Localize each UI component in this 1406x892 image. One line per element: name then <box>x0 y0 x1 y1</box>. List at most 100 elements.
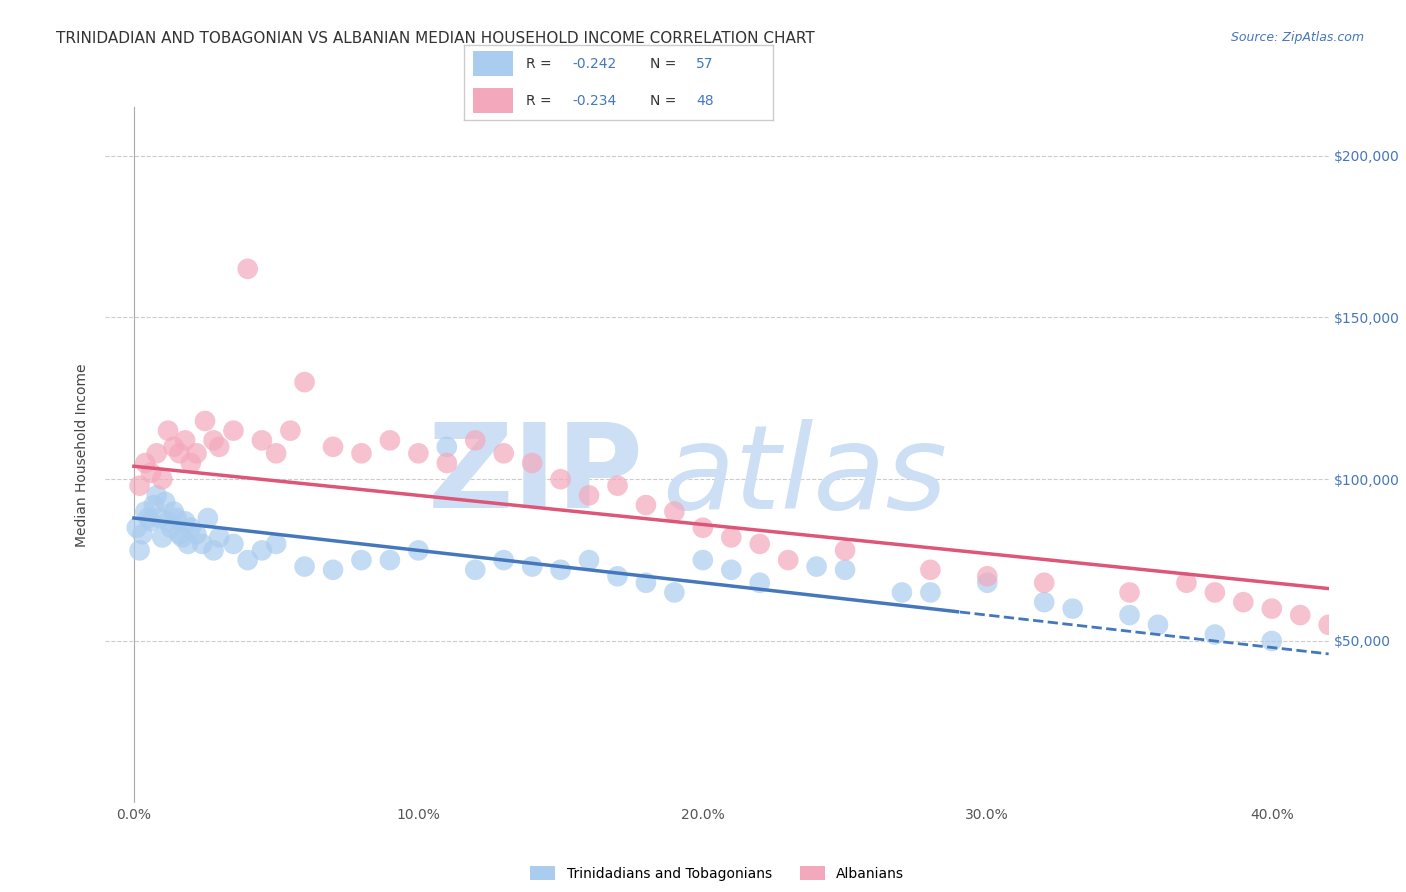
Point <box>408 446 430 460</box>
Point <box>169 446 191 460</box>
Point <box>976 575 998 590</box>
Legend: Trinidadians and Tobagonians, Albanians: Trinidadians and Tobagonians, Albanians <box>524 861 910 887</box>
Point <box>264 446 287 460</box>
Point <box>436 440 458 454</box>
Point <box>139 514 162 528</box>
Point <box>464 563 486 577</box>
Point <box>145 446 167 460</box>
Point <box>1232 595 1254 609</box>
Point <box>163 440 186 454</box>
Point <box>1261 601 1284 615</box>
Text: -0.242: -0.242 <box>572 57 616 71</box>
Point <box>128 478 150 492</box>
Point <box>250 434 273 448</box>
Point <box>294 375 316 389</box>
Point <box>692 553 714 567</box>
Text: N =: N = <box>650 57 681 71</box>
Point <box>153 495 176 509</box>
Point <box>139 466 162 480</box>
Point <box>720 531 742 545</box>
Point <box>1175 575 1198 590</box>
Point <box>131 527 153 541</box>
Text: Source: ZipAtlas.com: Source: ZipAtlas.com <box>1230 31 1364 45</box>
Point <box>492 553 515 567</box>
Point <box>174 434 197 448</box>
Point <box>976 569 998 583</box>
Point <box>408 543 430 558</box>
Point <box>920 585 942 599</box>
Point <box>322 563 344 577</box>
Point <box>150 472 173 486</box>
Point <box>578 553 600 567</box>
Point <box>1033 595 1056 609</box>
Text: -0.234: -0.234 <box>572 94 616 108</box>
Point <box>180 456 202 470</box>
Point <box>350 446 373 460</box>
Text: ZIP: ZIP <box>427 418 644 533</box>
Point <box>520 456 543 470</box>
Point <box>134 504 156 518</box>
Point <box>550 563 572 577</box>
Point <box>891 585 914 599</box>
Point <box>160 521 183 535</box>
Text: TRINIDADIAN AND TOBAGONIAN VS ALBANIAN MEDIAN HOUSEHOLD INCOME CORRELATION CHART: TRINIDADIAN AND TOBAGONIAN VS ALBANIAN M… <box>56 31 815 46</box>
Point <box>191 537 214 551</box>
Point <box>174 514 197 528</box>
Point <box>520 559 543 574</box>
Y-axis label: Median Household Income: Median Household Income <box>76 363 90 547</box>
Point <box>378 553 401 567</box>
Point <box>125 521 148 535</box>
Point <box>664 585 686 599</box>
Point <box>1118 608 1140 623</box>
Point <box>148 511 170 525</box>
Point <box>634 498 657 512</box>
Point <box>834 563 856 577</box>
Point <box>136 511 159 525</box>
Point <box>194 414 217 428</box>
Point <box>606 478 628 492</box>
Bar <box>474 87 513 112</box>
Bar <box>474 52 513 77</box>
Point <box>550 472 572 486</box>
Point <box>186 527 208 541</box>
Point <box>169 527 191 541</box>
Point <box>157 514 180 528</box>
Text: atlas: atlas <box>662 418 948 533</box>
Point <box>464 434 486 448</box>
Point <box>322 440 344 454</box>
Point <box>1289 608 1312 623</box>
Point <box>920 563 942 577</box>
Point <box>748 575 770 590</box>
Point <box>1147 617 1170 632</box>
Point <box>664 504 686 518</box>
Point <box>222 537 245 551</box>
Point <box>150 531 173 545</box>
Text: 57: 57 <box>696 57 713 71</box>
Point <box>1204 585 1226 599</box>
Point <box>748 537 770 551</box>
Point <box>134 456 156 470</box>
Point <box>1261 634 1284 648</box>
Point <box>163 504 186 518</box>
Point <box>222 424 245 438</box>
Point <box>180 521 202 535</box>
Point <box>202 543 225 558</box>
Point <box>208 440 231 454</box>
Point <box>578 488 600 502</box>
Point <box>166 511 188 525</box>
Point <box>778 553 800 567</box>
Point <box>157 424 180 438</box>
Text: R =: R = <box>526 94 555 108</box>
Text: 48: 48 <box>696 94 714 108</box>
Point <box>202 434 225 448</box>
Point <box>1062 601 1084 615</box>
Point <box>834 543 856 558</box>
Point <box>186 446 208 460</box>
Point <box>720 563 742 577</box>
Point <box>1204 627 1226 641</box>
Point <box>436 456 458 470</box>
Point <box>236 261 259 276</box>
Point <box>1317 617 1340 632</box>
Point <box>142 498 165 512</box>
Point <box>692 521 714 535</box>
